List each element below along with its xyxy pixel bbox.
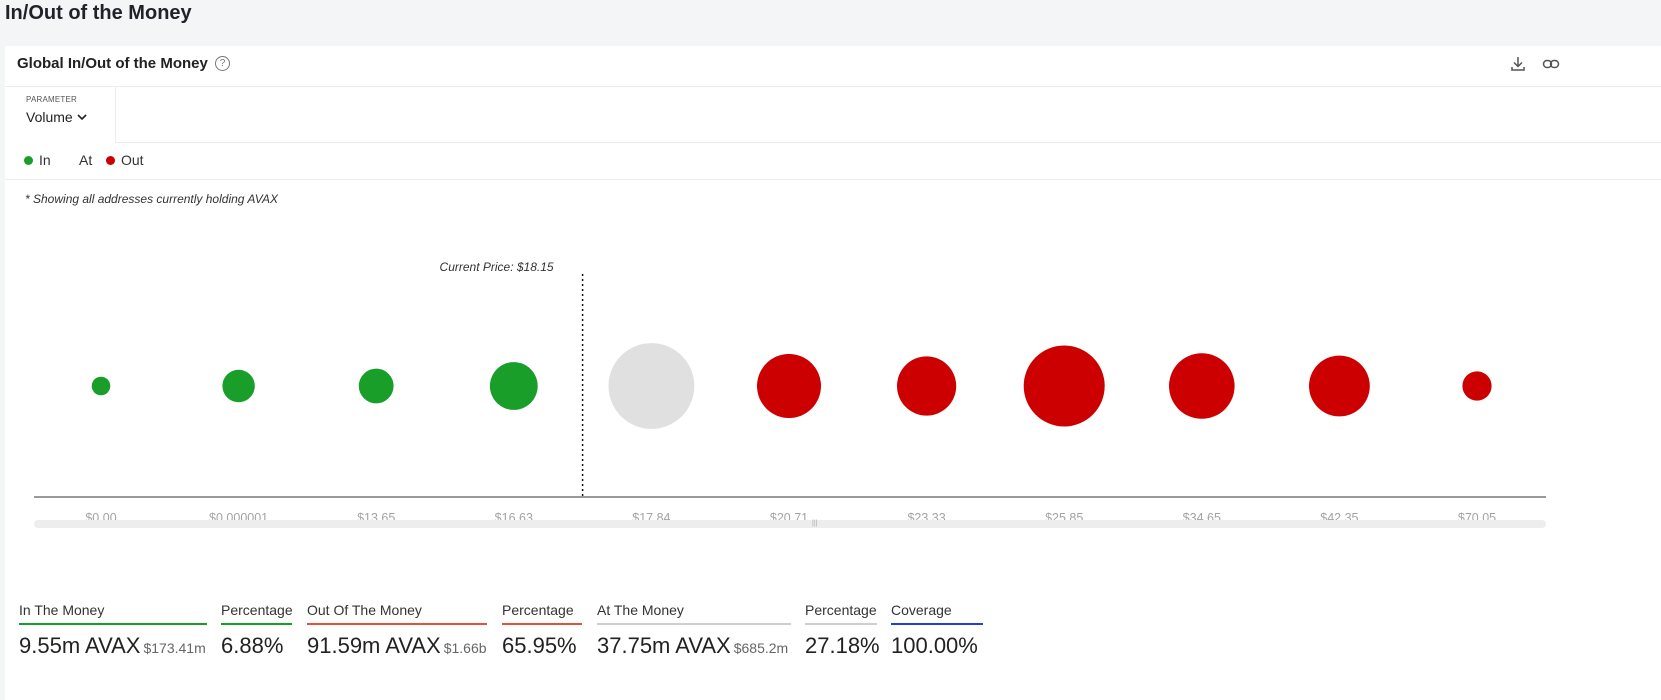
link-icon[interactable] [1540, 53, 1562, 75]
stat-label: Percentage [502, 602, 582, 625]
bubble-out [757, 354, 821, 418]
stat-main-value: 91.59m AVAX [307, 633, 441, 658]
legend-label-at: At [79, 152, 93, 168]
bubble-in [358, 368, 394, 404]
bubble-chart: $0.00to$0.00$0.000001to$13.65$13.65to$16… [34, 260, 1546, 526]
bubble-out [1023, 345, 1105, 427]
stat-value: 9.55m AVAX $173.41m [19, 633, 207, 659]
in-out-money-card: Global In/Out of the Money ? PARAMETER V… [5, 46, 1661, 700]
stat-at-percentage: Percentage 27.18% [805, 602, 880, 659]
legend-label-out: Out [121, 152, 144, 168]
stat-out-of-the-money: Out Of The Money 91.59m AVAX $1.66b [307, 602, 487, 659]
legend-dot-out [106, 155, 115, 165]
current-price-label: Current Price: $18.15 [440, 260, 554, 274]
stat-label: Percentage [221, 602, 293, 625]
stat-in-percentage: Percentage 6.88% [221, 602, 293, 659]
chart-note: * Showing all addresses currently holdin… [25, 192, 279, 206]
stat-value: 37.75m AVAX $685.2m [597, 633, 791, 659]
parameter-select[interactable]: Volume [26, 109, 87, 125]
stat-label: Percentage [805, 602, 877, 625]
card-header: Global In/Out of the Money ? [5, 46, 1661, 87]
stat-value: 100.00% [891, 633, 978, 658]
stat-at-the-money: At The Money 37.75m AVAX $685.2m [597, 602, 791, 659]
parameter-box [5, 87, 116, 143]
stat-sub-value: $173.41m [143, 640, 206, 656]
parameter-value: Volume [26, 109, 73, 125]
divider [115, 142, 1661, 143]
stat-label: At The Money [597, 602, 791, 625]
stat-value: 27.18% [805, 633, 880, 658]
chevron-down-icon [77, 114, 87, 121]
stat-main-value: 37.75m AVAX [597, 633, 731, 658]
bubble-out [897, 356, 957, 416]
bubble-in [91, 376, 111, 396]
stat-main-value: 9.55m AVAX [19, 633, 141, 658]
scroll-grip-icon[interactable]: ||| [812, 520, 818, 527]
legend-item-at[interactable]: At [79, 152, 92, 168]
stat-in-the-money: In The Money 9.55m AVAX $173.41m [19, 602, 207, 659]
bubble-out [1462, 371, 1492, 401]
legend-item-in[interactable]: In [24, 152, 51, 168]
bubble-at [608, 343, 695, 429]
legend-item-out[interactable]: Out [106, 152, 144, 168]
stat-out-percentage: Percentage 65.95% [502, 602, 582, 659]
stat-label: In The Money [19, 602, 207, 625]
stat-value: 91.59m AVAX $1.66b [307, 633, 487, 659]
chart-scrollbar[interactable]: ||| [34, 520, 1546, 528]
stat-sub-value: $685.2m [733, 640, 789, 656]
legend-dot-in [24, 155, 33, 165]
stat-sub-value: $1.66b [443, 640, 487, 656]
bubble-in [222, 369, 255, 403]
help-circle-icon[interactable]: ? [215, 56, 230, 71]
bubble-in [489, 362, 538, 410]
stat-label: Out Of The Money [307, 602, 487, 625]
bubble-out [1309, 355, 1370, 417]
stat-value: 6.88% [221, 633, 284, 658]
legend-label-in: In [39, 152, 51, 168]
stat-value: 65.95% [502, 633, 577, 658]
download-icon[interactable] [1507, 53, 1529, 75]
stat-label: Coverage [891, 602, 983, 625]
card-title: Global In/Out of the Money [17, 55, 208, 72]
stat-coverage: Coverage 100.00% [891, 602, 983, 659]
legend: In At Out [5, 143, 1661, 180]
bubble-out [1169, 353, 1235, 419]
page-title: In/Out of the Money [5, 2, 192, 24]
parameter-label: PARAMETER [26, 95, 77, 104]
